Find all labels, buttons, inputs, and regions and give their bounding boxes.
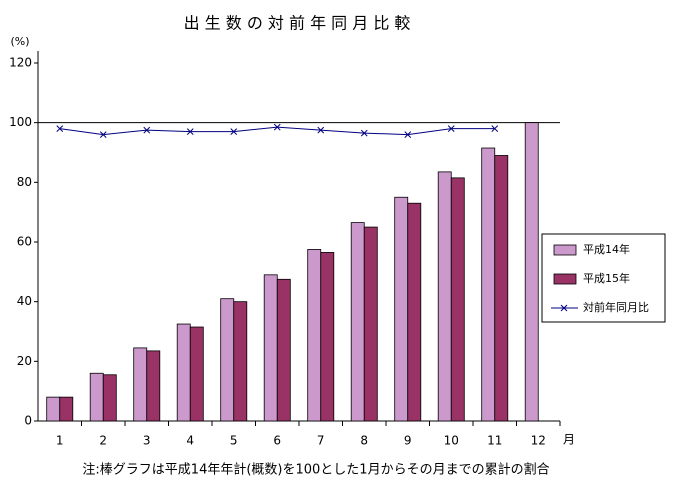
y-tick-label: 100 — [9, 115, 32, 129]
y-tick-label: 20 — [17, 354, 32, 368]
x-tick-label: 2 — [99, 434, 107, 448]
marker — [317, 126, 325, 134]
bar — [133, 347, 148, 422]
x-unit: 月 — [563, 433, 575, 447]
x-tick-label: 4 — [186, 434, 194, 448]
bar — [59, 396, 74, 422]
marker — [447, 125, 455, 132]
y-unit: (%) — [10, 35, 29, 48]
legend-label: 平成14年 — [583, 242, 630, 256]
legend-label: 対前年同月比 — [583, 300, 649, 314]
marker — [143, 126, 151, 134]
chart-title: 出 生 数 の 対 前 年 同 月 比 較 — [184, 14, 411, 33]
bar — [407, 202, 422, 422]
y-tick-label: 80 — [17, 175, 32, 189]
x-tick-label: 7 — [317, 434, 325, 448]
x-tick-label: 12 — [531, 434, 546, 448]
bar — [307, 249, 322, 422]
bar — [233, 301, 248, 422]
bar — [494, 155, 509, 422]
x-tick-label: 11 — [487, 434, 502, 448]
marker — [491, 125, 499, 132]
marker — [56, 125, 64, 132]
line — [59, 126, 495, 136]
bar — [437, 171, 452, 422]
y-tick-label: 0 — [24, 414, 32, 428]
marker — [404, 131, 412, 138]
bar — [276, 278, 291, 422]
bar — [146, 350, 161, 422]
bar — [102, 374, 117, 422]
x-tick-label: 5 — [230, 434, 238, 448]
bar — [89, 372, 104, 422]
marker — [99, 131, 107, 138]
bar — [176, 323, 191, 422]
x-tick-label: 10 — [444, 434, 459, 448]
legend-label: 平成15年 — [583, 271, 630, 285]
bar — [350, 222, 365, 422]
bar — [320, 252, 335, 422]
x-tick-label: 1 — [56, 434, 64, 448]
legend-swatch — [553, 244, 577, 256]
bar — [524, 122, 539, 422]
x-tick-label: 8 — [360, 434, 368, 448]
footnote: 注:棒グラフは平成14年年計(概数)を100とした1月からその月までの累計の割合 — [82, 462, 549, 478]
bar — [189, 326, 204, 422]
marker — [186, 128, 194, 135]
x-tick-label: 9 — [404, 434, 412, 448]
y-tick-label: 40 — [17, 294, 32, 308]
marker — [360, 129, 368, 137]
bar — [481, 147, 496, 422]
y-tick-label: 120 — [9, 56, 32, 70]
bar — [263, 274, 278, 422]
legend-swatch — [560, 304, 568, 312]
bar — [394, 196, 409, 422]
bar — [363, 226, 378, 422]
bar — [220, 298, 235, 422]
marker — [230, 128, 238, 135]
x-tick-label: 6 — [273, 434, 281, 448]
marker — [273, 123, 281, 131]
bar — [46, 396, 61, 422]
x-tick-label: 3 — [143, 434, 151, 448]
y-tick-label: 60 — [17, 235, 32, 249]
legend-swatch — [553, 273, 577, 285]
bar — [450, 177, 465, 422]
